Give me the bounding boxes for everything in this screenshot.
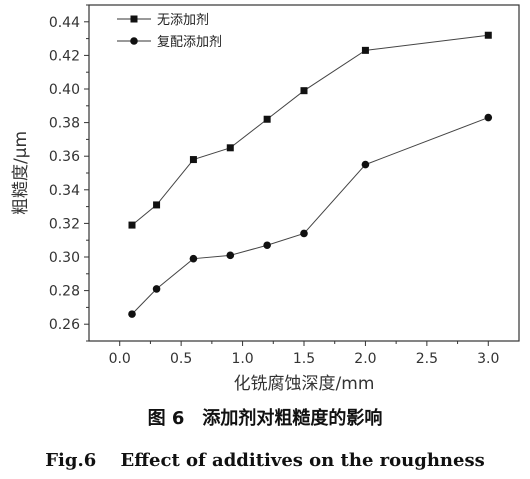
data-point-circle [128, 310, 136, 318]
data-point-square [263, 115, 271, 123]
x-tick-label: 3.0 [477, 351, 499, 367]
x-tick-label: 0.5 [170, 351, 192, 367]
y-tick-label: 0.38 [49, 116, 80, 132]
axis-ticks: 0.0 0.5 1.0 1.5 2.0 2.5 3.0 0.26 0.28 0.30 0.32 0.3… [49, 4, 499, 367]
y-tick-label: 0.26 [49, 317, 80, 333]
y-tick-label: 0.34 [49, 183, 80, 199]
roughness-chart: 0.0 0.5 1.0 1.5 2.0 2.5 3.0 0.26 0.28 0.30 0.32 0.3… [11, 4, 520, 394]
y-tick-label: 0.42 [49, 48, 80, 64]
x-axis-title: 化铣腐蚀深度/mm [234, 374, 375, 394]
series-layer [128, 31, 493, 318]
data-point-square [361, 46, 369, 54]
y-tick-label: 0.32 [49, 216, 80, 232]
data-point-square [189, 156, 197, 164]
data-point-circle [189, 254, 198, 263]
legend-marker-circle [130, 37, 138, 45]
legend-label-series-2: 复配添加剂 [157, 35, 222, 50]
data-point-circle [226, 251, 235, 260]
x-tick-label: 0.0 [109, 351, 131, 367]
data-point-circle [152, 285, 161, 293]
data-point-circle [484, 113, 493, 122]
y-axis-title: 粗糙度/μm [11, 131, 31, 215]
figure-caption-chinese: 图 6 添加剂对粗糙度的影响 [147, 408, 383, 429]
x-tick-label: 2.5 [416, 351, 438, 367]
legend: 无添加剂 复配添加剂 [117, 13, 222, 50]
y-tick-label: 0.44 [49, 15, 80, 31]
data-point-circle [263, 241, 271, 250]
series-line-1 [131, 34, 489, 226]
data-point-circle [300, 229, 308, 238]
data-point-circle [361, 160, 370, 169]
x-tick-label: 1.0 [231, 351, 253, 367]
legend-label-series-1: 无添加剂 [157, 13, 209, 28]
y-tick-label: 0.40 [49, 82, 80, 98]
data-point-square [153, 201, 161, 209]
data-point-square [300, 87, 308, 95]
figure-caption-english: Fig.6 Effect of additives on the roughne… [45, 450, 485, 471]
y-tick-label: 0.30 [49, 250, 80, 266]
legend-marker-square [130, 15, 138, 23]
x-tick-label: 1.5 [293, 351, 315, 367]
data-point-square [484, 31, 492, 39]
data-point-square [128, 221, 136, 229]
y-tick-label: 0.28 [49, 284, 80, 300]
y-tick-label: 0.36 [49, 149, 80, 165]
x-tick-label: 2.0 [354, 351, 376, 367]
data-point-square [226, 144, 234, 152]
series-line-2 [131, 117, 489, 315]
